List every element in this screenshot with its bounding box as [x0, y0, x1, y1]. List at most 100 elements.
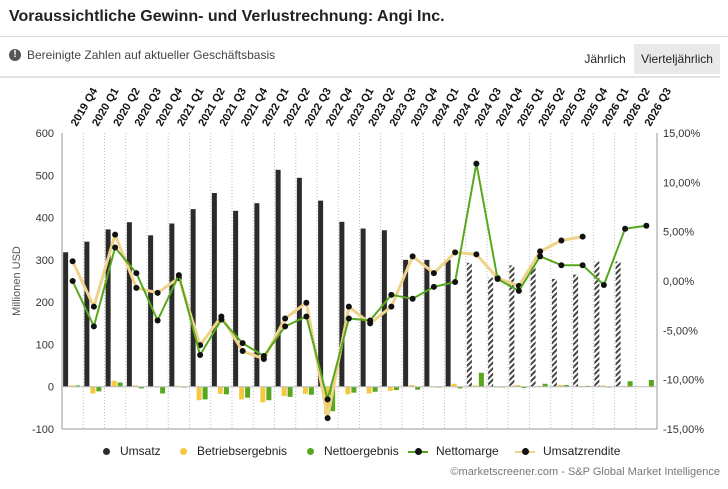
legend-item-revenue[interactable]: Umsatz	[103, 444, 161, 458]
bar-net-income	[266, 386, 272, 401]
bar-operating-result	[345, 386, 351, 395]
tab-annual[interactable]: Jährlich	[584, 52, 626, 66]
point-net-margin	[452, 278, 459, 285]
legend-item-operating[interactable]: Betriebsergebnis	[180, 444, 287, 458]
y2-tick-label: -15,00%	[663, 424, 704, 436]
bar-net-income	[245, 386, 251, 398]
y2-tick-label: 0,00%	[663, 276, 694, 288]
bar-operating-result	[600, 385, 606, 387]
point-net-margin	[303, 313, 310, 320]
bar-revenue	[594, 261, 600, 387]
bar-net-income	[563, 385, 569, 387]
bar-revenue	[488, 277, 494, 387]
point-sales-yield	[90, 303, 97, 310]
y-tick-label: 500	[36, 170, 54, 182]
point-net-margin	[282, 323, 289, 330]
point-net-margin	[430, 283, 437, 290]
point-net-margin	[473, 160, 480, 167]
tab-quarterly[interactable]: Vierteljährlich	[634, 44, 720, 74]
y2-tick-label: 5,00%	[663, 227, 694, 239]
point-net-margin	[579, 262, 586, 269]
bar-operating-result	[387, 386, 393, 391]
point-net-margin	[112, 244, 119, 251]
bar-net-income	[457, 386, 463, 389]
y-tick-label: 0	[48, 382, 54, 394]
bar-revenue	[509, 265, 515, 387]
bar-operating-result	[90, 386, 96, 394]
legend-item-net-income[interactable]: Nettoergebnis	[307, 444, 399, 458]
point-sales-yield	[558, 237, 565, 244]
point-net-margin	[175, 272, 182, 279]
point-net-margin	[90, 323, 97, 330]
header-divider	[0, 36, 728, 37]
y-tick-label: 300	[36, 255, 54, 267]
bar-revenue	[360, 228, 366, 387]
bar-net-income	[648, 379, 654, 387]
bar-revenue	[403, 259, 409, 387]
bar-net-income	[393, 386, 399, 391]
point-net-margin	[558, 262, 565, 269]
bar-revenue	[211, 193, 217, 387]
point-net-margin	[239, 340, 246, 347]
bar-revenue	[318, 200, 324, 387]
bar-net-income	[308, 386, 314, 395]
point-net-margin	[622, 225, 629, 232]
bar-net-income	[542, 383, 548, 387]
bar-net-income	[75, 385, 81, 387]
legend-item-net-margin[interactable]: Nettomarge	[408, 444, 499, 458]
bar-net-income	[117, 382, 123, 387]
point-net-margin	[537, 253, 544, 260]
legend-item-sales-yield[interactable]: Umsatzrendite	[515, 444, 620, 458]
bar-net-income	[160, 386, 166, 394]
legend-label: Umsatz	[120, 444, 161, 458]
bar-operating-result	[515, 385, 521, 387]
point-sales-yield	[69, 258, 76, 265]
bar-net-income	[627, 381, 633, 387]
y2-tick-label: 10,00%	[663, 177, 701, 189]
bar-revenue	[381, 230, 387, 387]
bar-operating-result	[472, 385, 478, 387]
bar-revenue	[445, 259, 451, 387]
bar-operating-result	[451, 383, 457, 387]
point-net-margin	[260, 352, 267, 359]
point-sales-yield	[430, 270, 437, 277]
point-net-margin	[133, 270, 140, 277]
point-sales-yield	[133, 284, 140, 291]
bar-revenue	[275, 169, 281, 387]
bar-revenue	[573, 274, 579, 387]
bar-net-income	[287, 386, 293, 397]
bar-operating-result	[196, 386, 202, 401]
legend-label: Nettomarge	[436, 444, 499, 458]
point-net-margin	[388, 291, 395, 298]
bar-operating-result	[281, 386, 287, 397]
bar-revenue	[551, 278, 557, 387]
legend: Umsatz Betriebsergebnis Nettoergebnis Ne…	[0, 444, 728, 460]
legend-swatch-net-margin	[408, 447, 428, 455]
bar-revenue	[466, 262, 472, 387]
bar-revenue	[148, 235, 154, 387]
y-tick-label: 400	[36, 213, 54, 225]
point-sales-yield	[303, 299, 310, 306]
bar-revenue	[530, 266, 536, 387]
bar-net-income	[96, 386, 102, 392]
bar-net-income	[372, 386, 378, 392]
bar-revenue	[105, 229, 111, 387]
point-net-margin	[409, 295, 416, 302]
point-sales-yield	[239, 348, 246, 355]
bar-revenue	[126, 222, 132, 387]
bar-revenue	[190, 209, 196, 387]
point-sales-yield	[388, 303, 395, 310]
toolbar-divider	[0, 76, 720, 78]
y2-tick-label: -10,00%	[663, 375, 704, 387]
bar-revenue	[615, 261, 621, 387]
point-net-margin	[69, 278, 76, 284]
point-net-margin	[515, 287, 522, 294]
legend-swatch-sales-yield	[515, 447, 535, 455]
bar-operating-result	[557, 385, 563, 387]
point-sales-yield	[282, 315, 289, 322]
bar-revenue	[296, 177, 302, 387]
bar-revenue	[63, 252, 69, 387]
info-icon: !	[9, 49, 21, 61]
chart-title: Voraussichtliche Gewinn- und Verlustrech…	[9, 8, 445, 25]
legend-swatch-net-income	[307, 447, 314, 455]
